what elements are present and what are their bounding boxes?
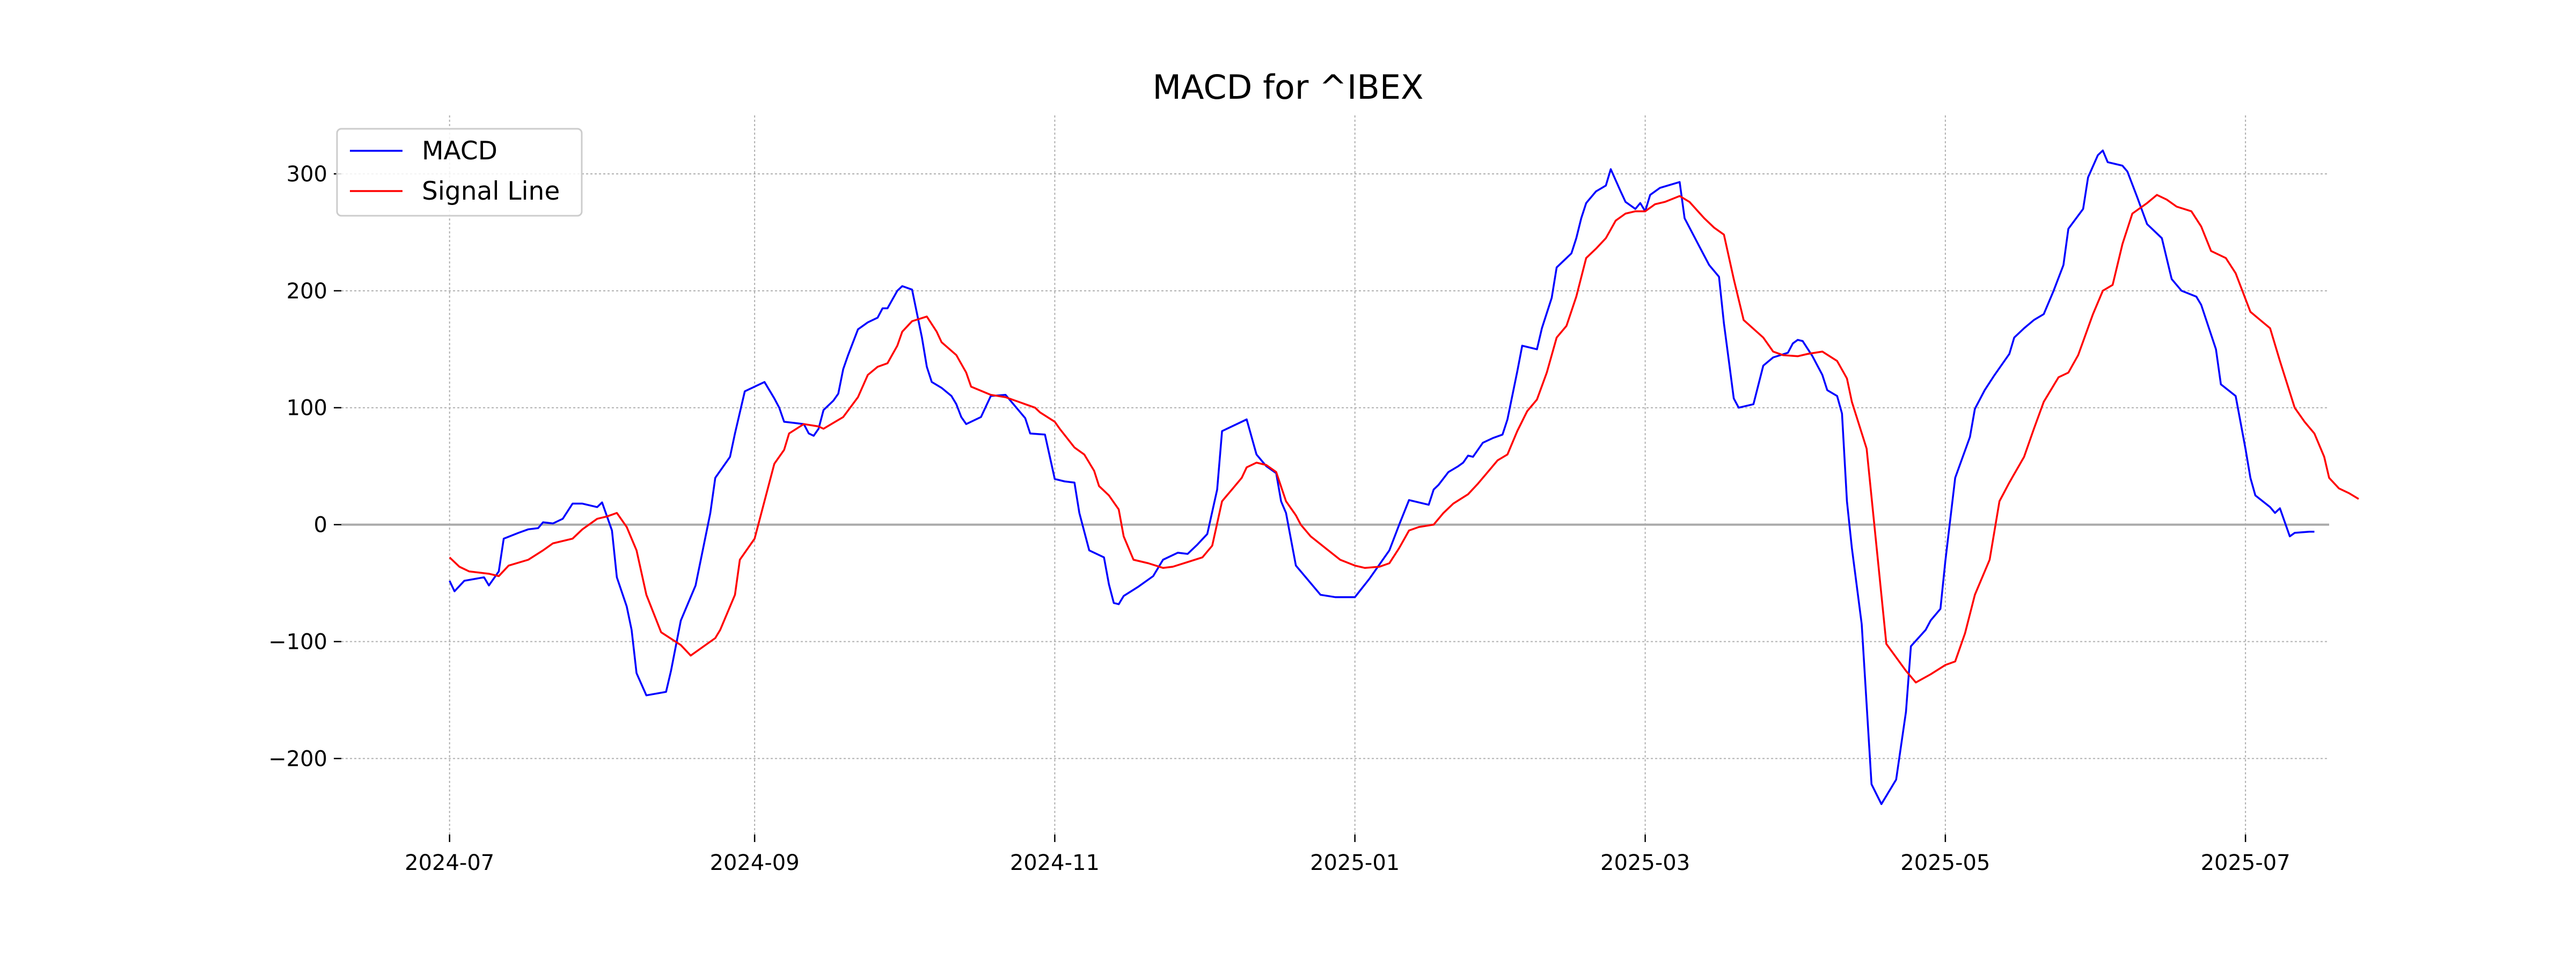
legend: MACD Signal Line xyxy=(336,128,583,217)
legend-label-signal-line: Signal Line xyxy=(422,177,560,206)
y-tick-label: −200 xyxy=(268,747,327,771)
series-line-signal-line xyxy=(449,194,2359,684)
x-tick-label: 2025-05 xyxy=(1900,851,1990,875)
y-tick-label: 0 xyxy=(314,513,327,538)
x-tick-label: 2025-07 xyxy=(2201,851,2290,875)
y-tick-label: 100 xyxy=(287,396,327,421)
grid xyxy=(341,115,2329,835)
x-tick-label: 2024-09 xyxy=(710,851,800,875)
y-axis: 300 200 100 0 −100 −200 xyxy=(268,162,341,771)
y-tick-label: 200 xyxy=(287,279,327,304)
series-line-macd xyxy=(449,149,2315,806)
y-tick-label: −100 xyxy=(268,630,327,654)
x-tick-label: 2024-07 xyxy=(405,851,494,875)
x-tick-label: 2025-01 xyxy=(1310,851,1400,875)
legend-label-macd: MACD xyxy=(422,136,497,166)
chart-title: MACD for ^IBEX xyxy=(1153,68,1424,107)
x-axis: 2024-07 2024-09 2024-11 2025-01 2025-03 2025-… xyxy=(405,835,2290,875)
x-tick-label: 2025-03 xyxy=(1600,851,1690,875)
x-tick-label: 2024-11 xyxy=(1010,851,1100,875)
series-layer xyxy=(449,149,2359,806)
y-tick-label: 300 xyxy=(287,162,327,187)
